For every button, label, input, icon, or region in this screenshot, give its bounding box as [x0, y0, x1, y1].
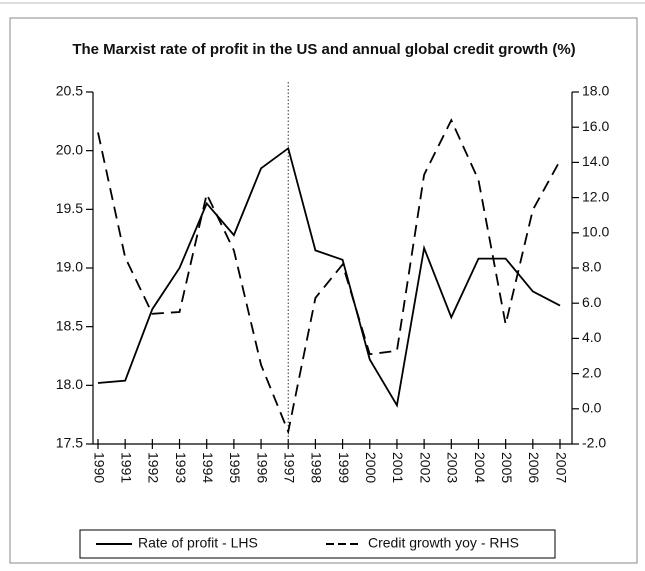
legend-box [79, 529, 556, 559]
x-tick-label: 2006 [526, 452, 542, 483]
x-tick-label: 2007 [553, 452, 569, 483]
x-tick-label: 1994 [200, 452, 216, 483]
y2-tick-label: 0.0 [582, 400, 602, 416]
y2-tick-label: 8.0 [582, 259, 602, 275]
x-tick-label: 1996 [254, 452, 270, 483]
y2-tick-label: 2.0 [582, 364, 602, 380]
legend-label: Credit growth yoy - RHS [368, 535, 519, 551]
y2-tick-label: 10.0 [582, 224, 609, 240]
series-line [97, 118, 561, 435]
y2-tick-label: -2.0 [582, 435, 606, 451]
x-tick-label: 1993 [173, 452, 189, 483]
x-tick-label: 2003 [445, 452, 461, 483]
x-tick-label: 1991 [118, 452, 134, 483]
y-tick-label: 17.5 [56, 435, 83, 451]
x-tick-label: 1992 [146, 452, 162, 483]
y-tick-label: 18.5 [56, 317, 83, 333]
x-tick-label: 1990 [91, 452, 107, 483]
x-tick-label: 1998 [309, 452, 325, 483]
y-tick-label: 20.5 [56, 83, 83, 99]
x-tick-label: 2001 [390, 452, 406, 483]
chart-title: The Marxist rate of profit in the US and… [72, 41, 575, 58]
y-tick-label: 19.5 [56, 200, 83, 216]
x-tick-label: 2000 [363, 452, 379, 483]
y-tick-label: 20.0 [56, 141, 83, 157]
x-tick-label: 1995 [227, 452, 243, 483]
y2-tick-label: 14.0 [582, 153, 609, 169]
y2-tick-label: 6.0 [582, 294, 602, 310]
y2-tick-label: 4.0 [582, 329, 602, 345]
x-tick-label: 1997 [282, 452, 298, 483]
y2-tick-label: 12.0 [582, 188, 609, 204]
frame [9, 17, 638, 564]
x-tick-label: 2002 [417, 452, 433, 483]
y-tick-label: 19.0 [56, 259, 83, 275]
x-tick-label: 1999 [336, 452, 352, 483]
x-tick-label: 2005 [499, 452, 515, 483]
legend-label: Rate of profit - LHS [138, 535, 258, 551]
x-tick-label: 2004 [472, 452, 488, 483]
y2-tick-label: 16.0 [582, 118, 609, 134]
y-tick-label: 18.0 [56, 376, 83, 392]
series-line [97, 146, 561, 408]
y2-tick-label: 18.0 [582, 83, 609, 99]
